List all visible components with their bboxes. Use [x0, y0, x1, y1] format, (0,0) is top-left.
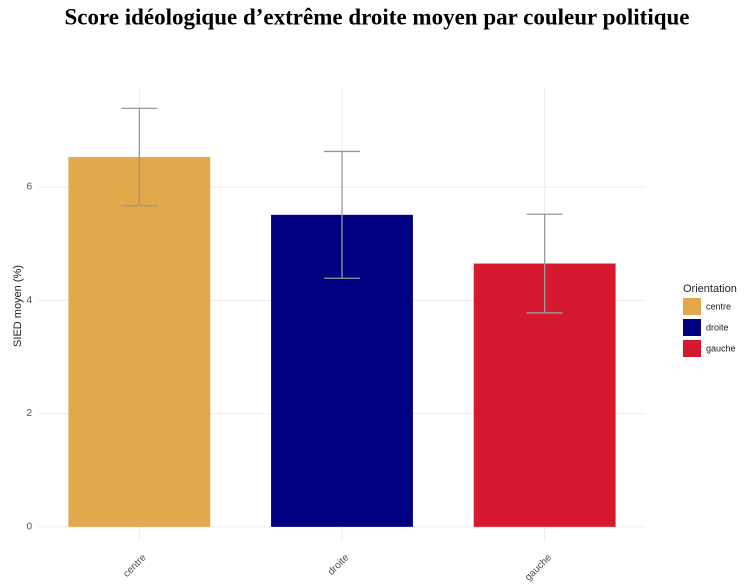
y-tick-label: 4	[26, 295, 32, 306]
legend-title: Orientation	[683, 283, 737, 295]
legend-swatch	[683, 298, 701, 315]
error-bar	[324, 150, 360, 279]
x-tick-label: droite	[326, 552, 352, 578]
legend-swatch	[683, 340, 701, 357]
error-bar	[526, 213, 563, 314]
x-tick-label: gauche	[523, 552, 554, 583]
legend-label: gauche	[706, 343, 736, 353]
y-axis-title: SIED moyen (%)	[12, 265, 24, 347]
legend-label: centre	[706, 301, 731, 311]
x-tick-label: centre	[121, 552, 149, 580]
y-tick-label: 2	[26, 408, 32, 419]
legend-swatch	[683, 319, 701, 336]
y-tick-label: 6	[26, 182, 32, 193]
bar	[68, 157, 211, 527]
chart-title: Score idéologique d’extrême droite moyen…	[65, 4, 690, 29]
legend-label: droite	[706, 322, 729, 332]
y-tick-label: 0	[26, 521, 32, 532]
error-bar	[121, 107, 158, 207]
